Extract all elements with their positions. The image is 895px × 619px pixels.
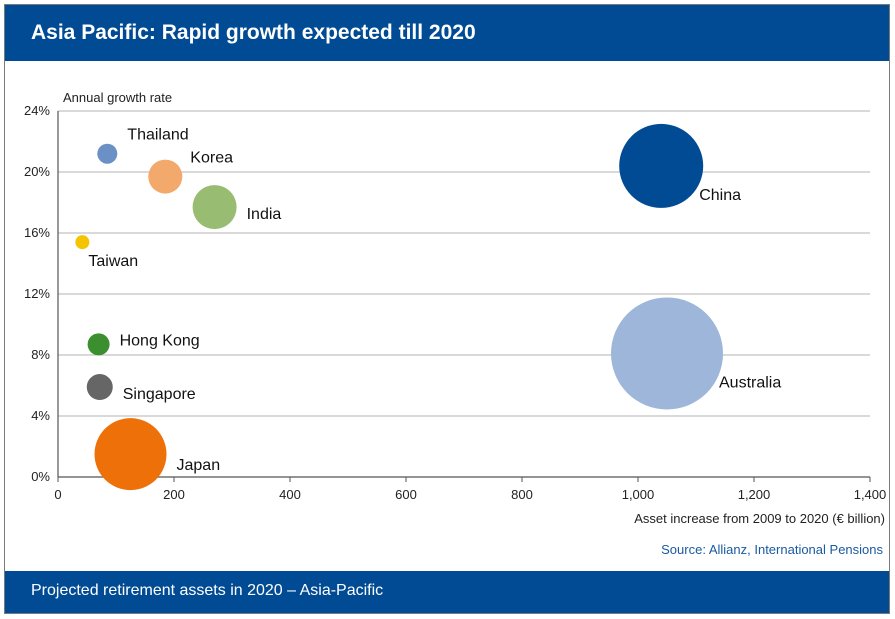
x-tick-label: 600 bbox=[395, 487, 417, 502]
header-bar: Asia Pacific: Rapid growth expected till… bbox=[5, 5, 889, 61]
y-tick-label: 20% bbox=[24, 164, 50, 179]
y-tick-label: 12% bbox=[24, 286, 50, 301]
bubble-label-thailand: Thailand bbox=[127, 127, 188, 144]
x-tick-label: 0 bbox=[54, 487, 61, 502]
x-tick-label: 1,200 bbox=[738, 487, 771, 502]
bubble-taiwan bbox=[75, 235, 90, 250]
y-tick-label: 4% bbox=[31, 408, 50, 423]
x-tick-label: 1,400 bbox=[854, 487, 887, 502]
bubble-label-india: India bbox=[247, 206, 282, 223]
x-tick-label: 400 bbox=[279, 487, 301, 502]
bubble-korea bbox=[148, 159, 183, 194]
bubble-hong-kong bbox=[87, 333, 110, 356]
bubble-label-hong-kong: Hong Kong bbox=[120, 332, 200, 349]
chart-frame: Asia Pacific: Rapid growth expected till… bbox=[4, 4, 890, 614]
x-tick-label: 800 bbox=[511, 487, 533, 502]
bubble-singapore bbox=[86, 374, 113, 401]
gridlines bbox=[57, 110, 871, 482]
bubble-japan bbox=[94, 418, 167, 491]
bubble-label-japan: Japan bbox=[177, 457, 221, 474]
y-tick-label: 0% bbox=[31, 469, 50, 484]
bubble-label-korea: Korea bbox=[190, 150, 233, 167]
x-tick-label: 1,000 bbox=[622, 487, 655, 502]
bubble-label-china: China bbox=[699, 187, 741, 204]
y-tick-label: 16% bbox=[24, 225, 50, 240]
bubble-label-australia: Australia bbox=[719, 374, 781, 391]
bubble-label-taiwan: Taiwan bbox=[88, 253, 138, 270]
footer-bar: Projected retirement assets in 2020 – As… bbox=[5, 571, 889, 613]
bubble-india bbox=[192, 185, 237, 230]
y-tick-label: 24% bbox=[24, 103, 50, 118]
y-axis-label: Annual growth rate bbox=[63, 90, 172, 105]
bubble-chart: 0% 4% 8% 12% 16% 20% 24% 0 200 400 600 800 1,000 1,20… bbox=[24, 90, 886, 526]
chart-title: Asia Pacific: Rapid growth expected till… bbox=[31, 21, 476, 44]
footer-caption: Projected retirement assets in 2020 – As… bbox=[31, 582, 384, 599]
bubble-label-singapore: Singapore bbox=[123, 386, 196, 403]
bubble-thailand bbox=[97, 143, 118, 164]
y-tick-label: 8% bbox=[31, 347, 50, 362]
labels: 0% 4% 8% 12% 16% 20% 24% 0 200 400 600 800 1,000 1,20… bbox=[24, 103, 886, 502]
x-tick-label: 200 bbox=[163, 487, 185, 502]
x-axis-label: Asset increase from 2009 to 2020 (€ bill… bbox=[634, 511, 885, 526]
bubble-australia bbox=[611, 297, 723, 410]
bubble-china bbox=[619, 123, 704, 208]
source-note: Source: Allianz, International Pensions bbox=[661, 542, 883, 557]
bubbles bbox=[75, 123, 723, 491]
